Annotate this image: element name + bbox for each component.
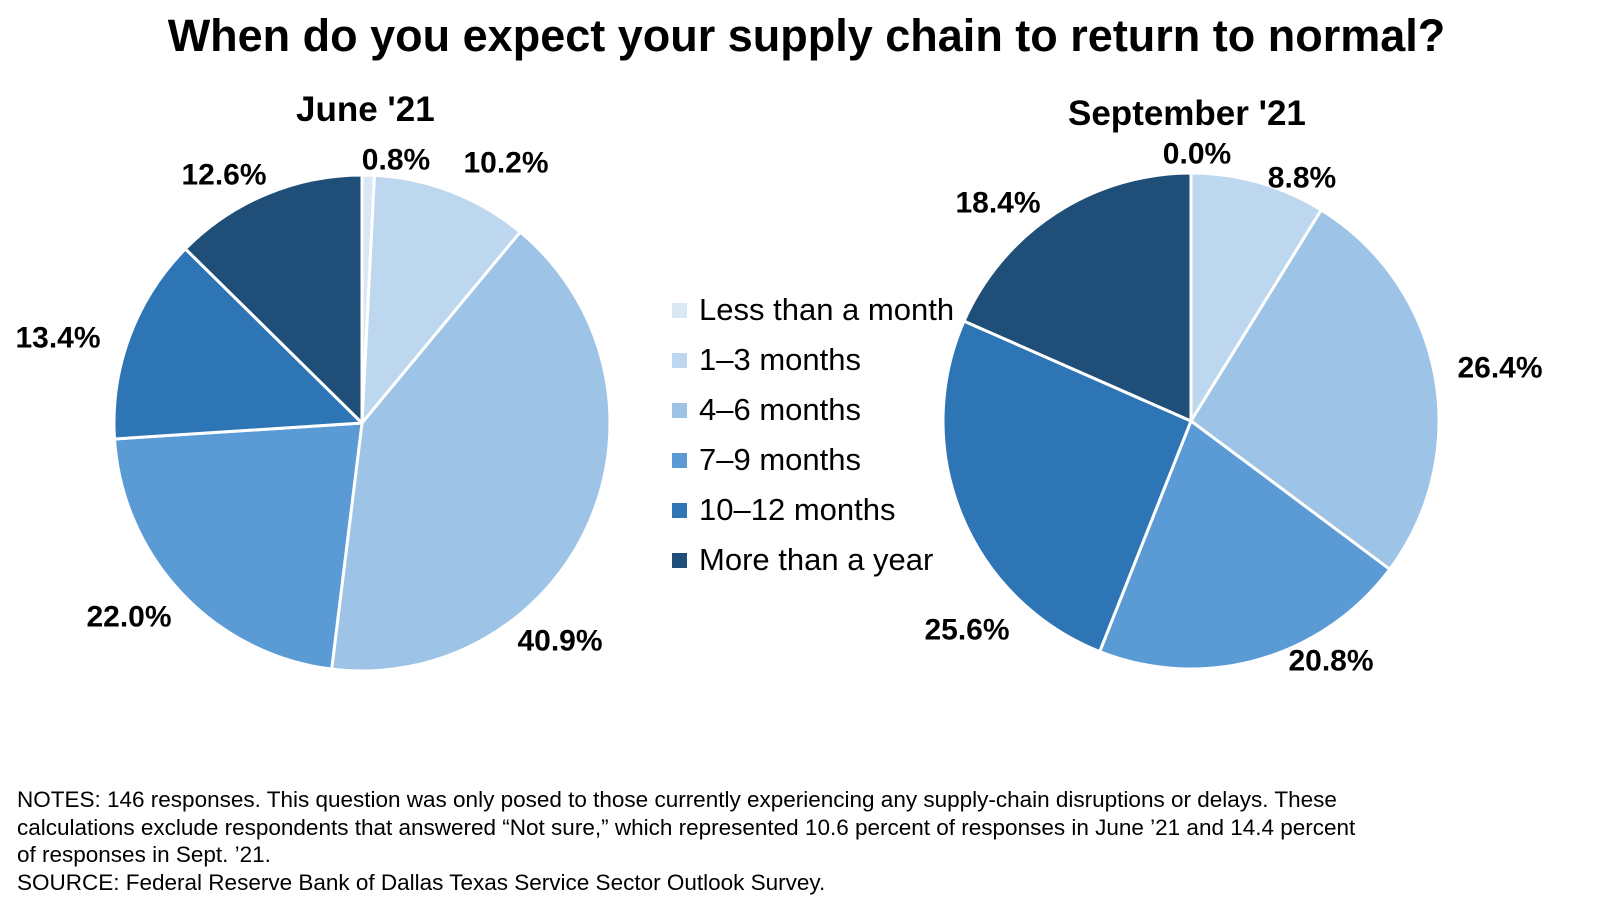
legend-item-more-than-a-year: More than a year (672, 535, 954, 585)
september-data-label-4-6-months: 26.4% (1457, 352, 1542, 385)
legend-label: Less than a month (699, 292, 955, 327)
june-slice-1-3-months (360, 173, 522, 425)
legend-label: 4–6 months (699, 392, 861, 427)
chart-title: When do you expect your supply chain to … (167, 10, 1446, 61)
september-slice-more-than-a-year (962, 171, 1193, 423)
notes-line: of responses in Sept. ’21. (17, 842, 271, 867)
june-data-label-10-12-months: 13.4% (15, 322, 100, 355)
june-slice-10-12-months (112, 247, 364, 441)
legend: Less than a month 1–3 months 4–6 months … (672, 285, 954, 585)
legend-swatch (672, 302, 687, 318)
september-slice-7-9-months (1098, 419, 1392, 671)
september-data-label-10-12-months: 25.6% (924, 614, 1009, 647)
september-slice-10-12-months (941, 319, 1193, 654)
legend-item-10-12-months: 10–12 months (672, 485, 954, 535)
legend-swatch (672, 552, 687, 568)
legend-swatch (672, 452, 687, 468)
notes: NOTES: 146 responses. This question was … (17, 786, 1597, 896)
legend-item-7-9-months: 7–9 months (672, 435, 954, 485)
notes-line: NOTES: 146 responses. This question was … (17, 787, 1337, 812)
september-pie-title: September '21 (1068, 94, 1306, 133)
september-slice-1-3-months (1189, 171, 1323, 423)
notes-line: calculations exclude respondents that an… (17, 814, 1356, 840)
june-slice-4-6-months (330, 230, 612, 673)
september-data-label-1-3-months: 8.8% (1268, 162, 1336, 195)
legend-item-4-6-months: 4–6 months (672, 385, 954, 435)
september-data-label-less-than-a-month: 0.0% (1163, 138, 1231, 171)
september-slice-4-6-months (1189, 208, 1441, 571)
legend-swatch (672, 502, 687, 518)
june-pie-title: June '21 (296, 90, 435, 129)
legend-label: 1–3 months (699, 342, 861, 377)
june-slice-7-9-months (113, 421, 364, 671)
june-data-label-4-6-months: 40.9% (517, 625, 602, 658)
legend-label: 10–12 months (699, 492, 896, 527)
source-line: SOURCE: Federal Reserve Bank of Dallas T… (17, 869, 826, 895)
legend-swatch (672, 352, 687, 368)
june-data-label-7-9-months: 22.0% (86, 601, 171, 634)
september-data-label-more-than-a-year: 18.4% (955, 187, 1040, 220)
june-slice-more-than-a-year (183, 173, 364, 425)
legend-label: More than a year (699, 542, 934, 577)
legend-swatch (672, 402, 687, 418)
legend-item-1-3-months: 1–3 months (672, 335, 954, 385)
june-data-label-more-than-a-year: 12.6% (181, 159, 266, 192)
june-data-label-less-than-a-month: 0.8% (362, 144, 430, 177)
legend-label: 7–9 months (699, 442, 861, 477)
legend-item-less-than-a-month: Less than a month (672, 285, 954, 335)
june-data-label-1-3-months: 10.2% (463, 147, 548, 180)
september-data-label-7-9-months: 20.8% (1288, 645, 1373, 678)
